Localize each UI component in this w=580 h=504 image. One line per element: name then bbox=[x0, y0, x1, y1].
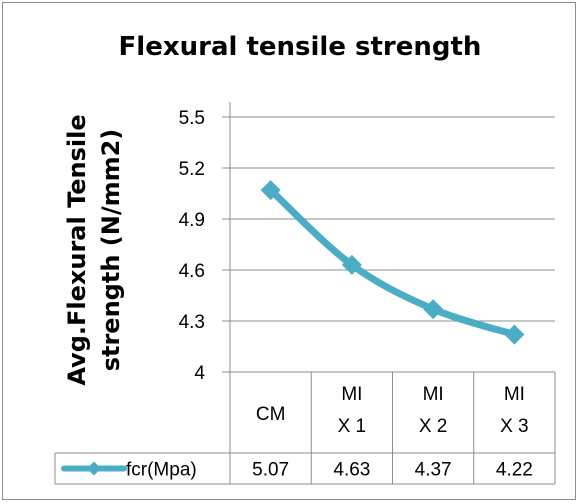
data-point-3 bbox=[504, 324, 525, 345]
legend-series-name: fcr(Mpa) bbox=[126, 460, 197, 481]
y-axis-label-line-2: strength (N/mm2) bbox=[97, 129, 125, 372]
legend-key-marker bbox=[87, 461, 101, 476]
y-tick-label-2: 4.6 bbox=[179, 261, 205, 282]
category-label-3-line-1: X 3 bbox=[500, 416, 529, 437]
y-tick-label-5: 5.5 bbox=[179, 108, 205, 129]
category-label-2-line-0: MI bbox=[423, 384, 444, 405]
y-tick-label-4: 5.2 bbox=[179, 159, 205, 180]
data-value-2: 4.37 bbox=[415, 460, 452, 481]
data-value-0: 5.07 bbox=[252, 460, 289, 481]
data-point-0 bbox=[260, 180, 281, 201]
y-axis-label: Avg.Flexural Tensile strength (N/mm2) bbox=[63, 114, 125, 385]
y-tick-label-0: 4 bbox=[194, 363, 205, 384]
series-line-fcr bbox=[267, 186, 518, 339]
chart-title: Flexural tensile strength bbox=[119, 32, 482, 62]
category-label-2-line-1: X 2 bbox=[419, 416, 448, 437]
data-value-1: 4.63 bbox=[333, 460, 370, 481]
category-label-1-line-1: X 1 bbox=[338, 416, 367, 437]
y-axis-label-line-1: Avg.Flexural Tensile bbox=[63, 114, 91, 385]
y-tick-label-3: 4.9 bbox=[179, 210, 205, 231]
data-point-2 bbox=[423, 299, 444, 320]
data-value-3: 4.22 bbox=[496, 460, 533, 481]
data-point-1 bbox=[341, 254, 362, 275]
series-lines bbox=[260, 180, 525, 345]
category-label-3-line-0: MI bbox=[504, 384, 525, 405]
y-tick-label-1: 4.3 bbox=[179, 312, 205, 333]
y-tick-labels: 4 4.3 4.6 4.9 5.2 5.5 bbox=[179, 108, 206, 384]
category-label-0: CM bbox=[256, 404, 286, 425]
axes bbox=[222, 102, 231, 373]
chart-frame bbox=[2, 2, 576, 500]
gridlines bbox=[230, 116, 555, 322]
data-table: CM MI X 1 MI X 2 MI X 3 fcr(Mpa) 5.07 4.63 4.37 4.2… bbox=[54, 371, 556, 485]
category-label-1-line-0: MI bbox=[341, 384, 362, 405]
